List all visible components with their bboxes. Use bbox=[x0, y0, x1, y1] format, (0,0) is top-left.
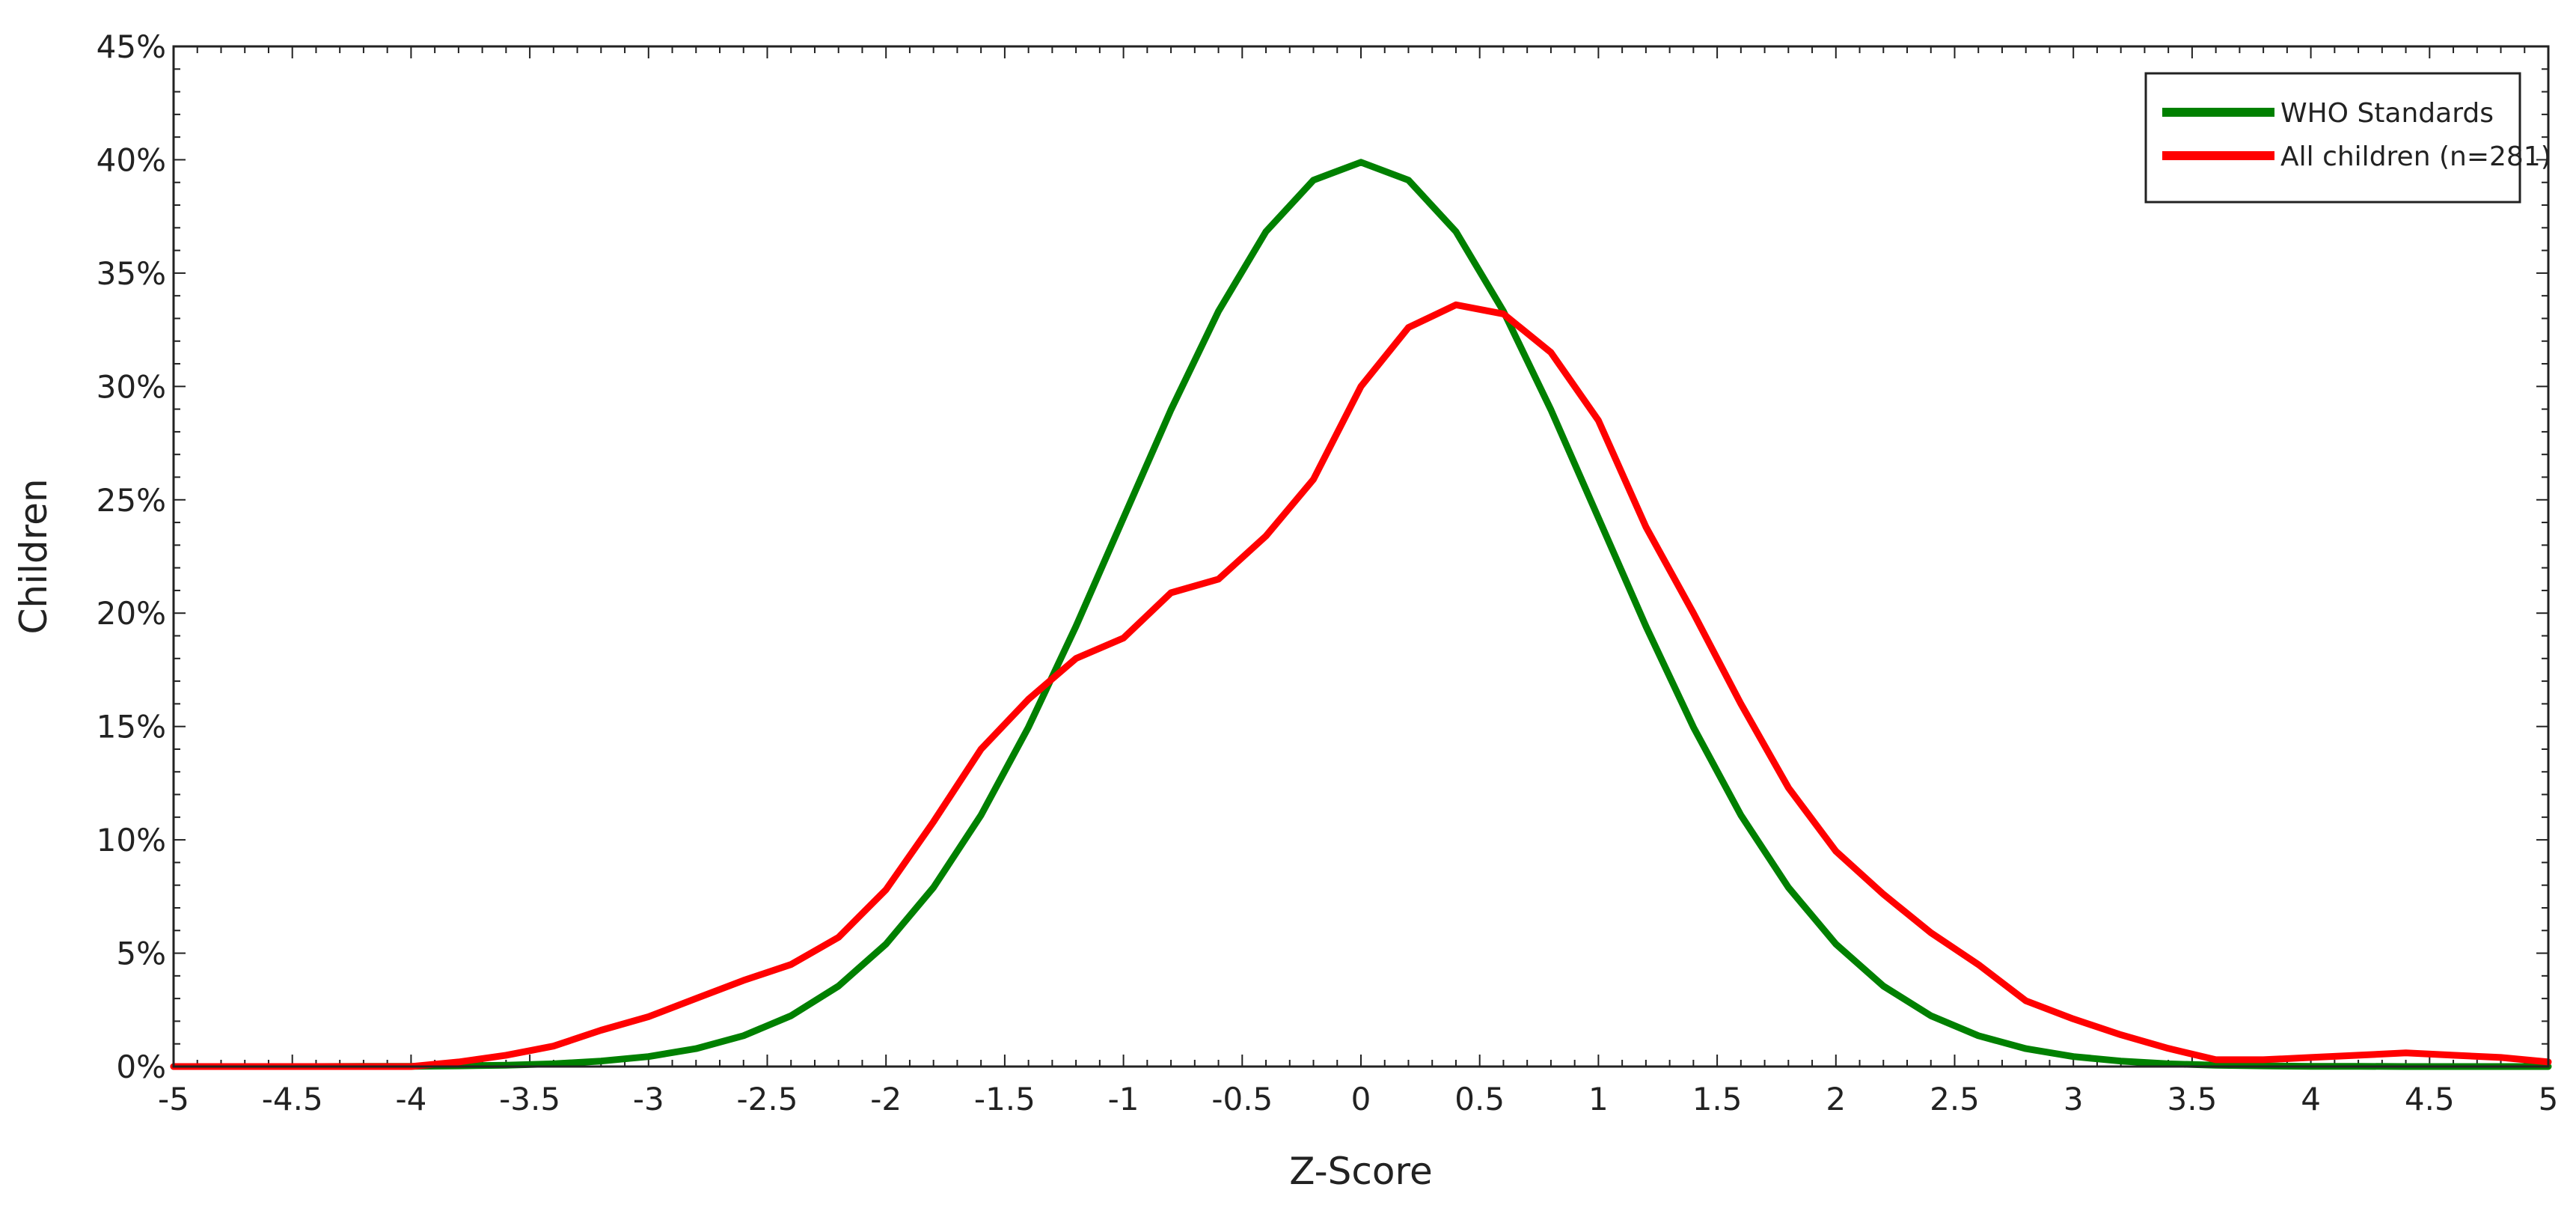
series-layer bbox=[170, 159, 2552, 1070]
x-axis-label: Z-Score bbox=[1289, 1150, 1432, 1193]
x-tick-label: -1 bbox=[1108, 1081, 1139, 1117]
y-tick-label: 10% bbox=[97, 822, 166, 858]
x-tick-label: -4 bbox=[395, 1081, 426, 1117]
y-tick-label: 5% bbox=[116, 936, 166, 972]
x-tick-label: -3.5 bbox=[499, 1081, 560, 1117]
x-tick-label: -3 bbox=[633, 1081, 664, 1117]
x-tick-label: 1.5 bbox=[1692, 1081, 1743, 1117]
legend: WHO Standards All children (n=281) bbox=[2144, 72, 2551, 204]
x-tick-label: -2 bbox=[870, 1081, 902, 1117]
x-tick-label: 0.5 bbox=[1454, 1081, 1505, 1117]
plot-frame bbox=[172, 45, 2550, 1068]
y-tick-label: 20% bbox=[97, 595, 166, 632]
x-tick-label: 3.5 bbox=[2167, 1081, 2218, 1117]
x-tick-label: -4.5 bbox=[262, 1081, 323, 1117]
y-tick-label: 30% bbox=[97, 368, 166, 405]
x-tick-label: -1.5 bbox=[974, 1081, 1035, 1117]
y-tick-labels: 0% 5% 10% 15% 20% 25% 30% 35% 40% 45% bbox=[97, 28, 166, 1085]
legend-label-who: WHO Standards bbox=[2280, 98, 2494, 129]
x-tick-labels: -5 -4.5 -4 -3.5 -3 -2.5 -2 -1.5 -1 -0.5 0 0.5 1 1.5 2 2… bbox=[158, 1081, 2558, 1117]
y-tick-label: 25% bbox=[97, 482, 166, 519]
x-tick-label: -5 bbox=[158, 1081, 189, 1117]
y-tick-label: 35% bbox=[97, 255, 166, 292]
y-axis-label: Children bbox=[12, 478, 55, 634]
legend-label-all-children: All children (n=281) bbox=[2280, 141, 2551, 172]
x-tick-label: 1 bbox=[1588, 1081, 1609, 1117]
x-tick-label: 5 bbox=[2539, 1081, 2559, 1117]
x-tick-label: 2 bbox=[1826, 1081, 1846, 1117]
series-line-who bbox=[170, 159, 2552, 1070]
x-tick-label: -0.5 bbox=[1211, 1081, 1273, 1117]
y-tick-label: 40% bbox=[97, 141, 166, 178]
x-tick-label: 3 bbox=[2063, 1081, 2084, 1117]
legend-box bbox=[2144, 72, 2521, 204]
x-tick-label: 4.5 bbox=[2405, 1081, 2455, 1117]
y-tick-label: 15% bbox=[97, 709, 166, 745]
y-tick-label: 0% bbox=[116, 1049, 166, 1085]
x-tick-label: 0 bbox=[1351, 1081, 1371, 1117]
y-tick-label: 45% bbox=[97, 28, 166, 65]
x-tick-label: 2.5 bbox=[1930, 1081, 1980, 1117]
series-line-all-children bbox=[170, 301, 2552, 1070]
x-tick-label: 4 bbox=[2301, 1081, 2321, 1117]
x-tick-label: -2.5 bbox=[737, 1081, 798, 1117]
